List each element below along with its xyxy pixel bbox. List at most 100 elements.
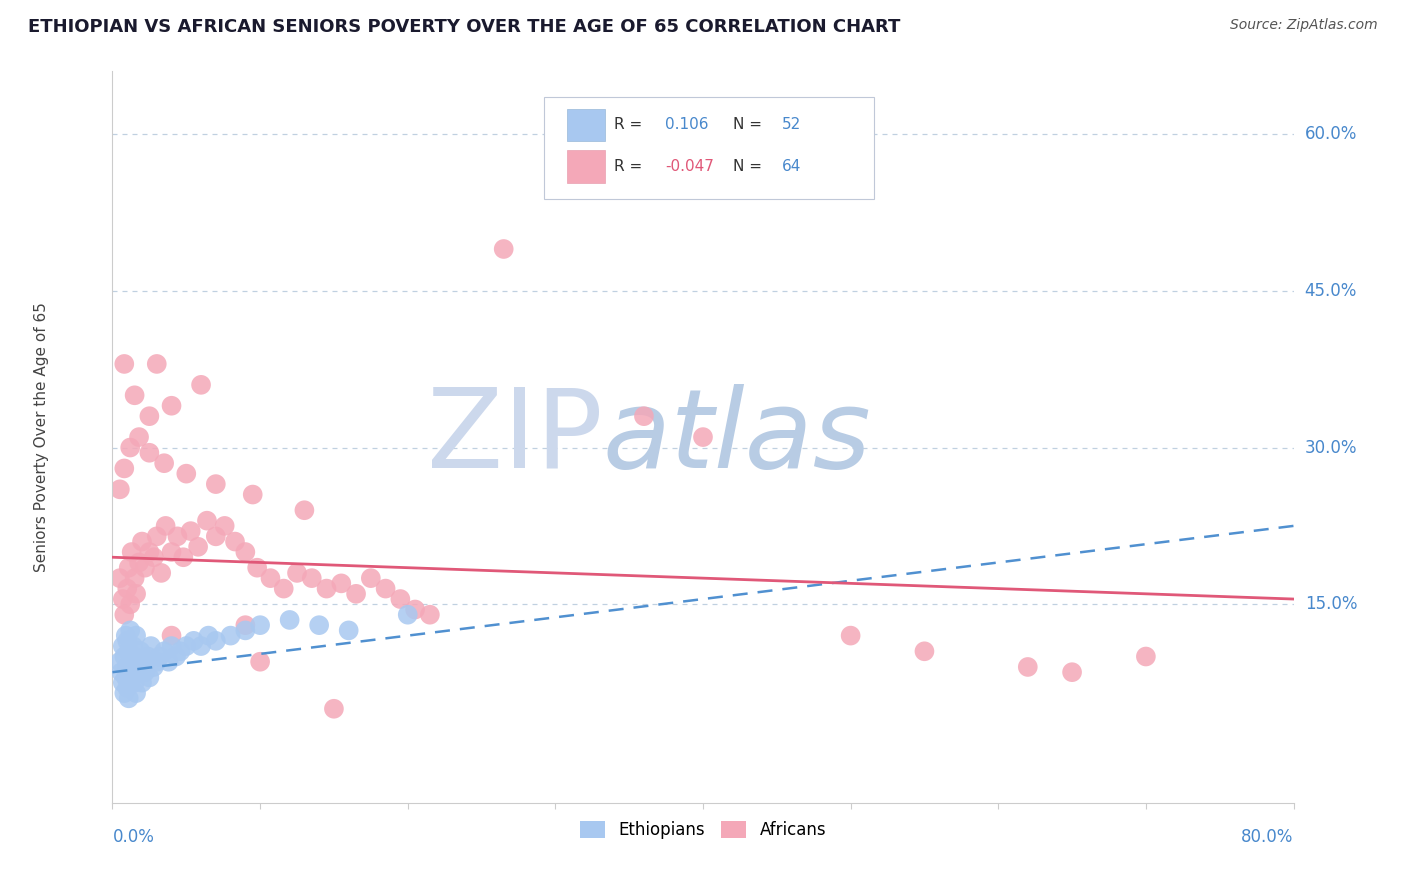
Point	[112, 686, 135, 700]
Point	[233, 545, 256, 559]
Point	[360, 571, 382, 585]
Point	[169, 644, 191, 658]
Point	[118, 691, 141, 706]
Text: ETHIOPIAN VS AFRICAN SENIORS POVERTY OVER THE AGE OF 65 CORRELATION CHART: ETHIOPIAN VS AFRICAN SENIORS POVERTY OVE…	[28, 18, 900, 36]
Point	[128, 556, 150, 570]
Text: N =: N =	[733, 159, 766, 174]
Text: 80.0%: 80.0%	[1241, 828, 1294, 846]
Point	[633, 409, 655, 424]
Point	[160, 639, 183, 653]
Point	[166, 529, 188, 543]
Point	[315, 582, 337, 596]
Point	[124, 675, 146, 690]
Point	[146, 655, 169, 669]
Point	[205, 477, 228, 491]
Point	[233, 624, 256, 638]
Point	[214, 519, 236, 533]
Point	[138, 670, 160, 684]
Point	[124, 649, 146, 664]
Point	[122, 639, 145, 653]
Point	[110, 665, 132, 680]
Point	[125, 587, 148, 601]
Point	[138, 409, 160, 424]
Point	[146, 529, 169, 543]
Point	[242, 487, 264, 501]
Text: R =: R =	[614, 117, 648, 132]
Point	[146, 357, 169, 371]
Point	[153, 456, 176, 470]
Point	[125, 686, 148, 700]
Point	[172, 550, 194, 565]
Point	[134, 560, 156, 574]
Text: 64: 64	[782, 159, 801, 174]
Point	[134, 665, 156, 680]
Point	[249, 618, 271, 632]
Point	[205, 529, 228, 543]
Point	[111, 675, 134, 690]
Text: 30.0%: 30.0%	[1305, 439, 1357, 457]
Point	[108, 655, 131, 669]
Point	[111, 639, 134, 653]
Point	[136, 649, 159, 664]
Point	[157, 655, 180, 669]
Point	[246, 560, 269, 574]
Point	[138, 545, 160, 559]
Text: 0.0%: 0.0%	[112, 828, 155, 846]
Point	[174, 467, 197, 481]
Point	[117, 633, 138, 648]
Point	[131, 534, 153, 549]
Point	[219, 629, 242, 643]
Point	[839, 629, 862, 643]
Point	[389, 592, 412, 607]
Point	[117, 582, 138, 596]
Point	[330, 576, 353, 591]
Text: 15.0%: 15.0%	[1305, 595, 1357, 614]
Point	[111, 592, 134, 607]
Point	[396, 607, 419, 622]
Point	[692, 430, 714, 444]
Point	[278, 613, 301, 627]
Point	[150, 566, 173, 580]
Point	[153, 644, 176, 658]
Point	[108, 571, 131, 585]
Point	[114, 670, 136, 684]
Point	[190, 639, 212, 653]
Point	[195, 514, 218, 528]
Point	[344, 587, 367, 601]
FancyBboxPatch shape	[567, 109, 605, 141]
Point	[124, 571, 146, 585]
Point	[121, 655, 143, 669]
Point	[492, 242, 515, 256]
Point	[308, 618, 330, 632]
Point	[142, 550, 165, 565]
Text: N =: N =	[733, 117, 766, 132]
Point	[374, 582, 396, 596]
Point	[419, 607, 441, 622]
Point	[914, 644, 936, 658]
Text: 52: 52	[782, 117, 801, 132]
Point	[135, 655, 157, 669]
Text: Source: ZipAtlas.com: Source: ZipAtlas.com	[1230, 18, 1378, 32]
Point	[249, 655, 271, 669]
Point	[117, 681, 138, 695]
Point	[142, 660, 165, 674]
Point	[1135, 649, 1157, 664]
Text: R =: R =	[614, 159, 648, 174]
Point	[128, 655, 150, 669]
Point	[131, 675, 153, 690]
Text: 60.0%: 60.0%	[1305, 125, 1357, 143]
Point	[292, 503, 315, 517]
Point	[132, 660, 155, 674]
Point	[129, 644, 152, 658]
Point	[160, 629, 183, 643]
Point	[180, 524, 202, 538]
Point	[125, 629, 148, 643]
Point	[301, 571, 323, 585]
Point	[120, 597, 142, 611]
Point	[149, 649, 172, 664]
Text: ZIP: ZIP	[427, 384, 603, 491]
Point	[273, 582, 295, 596]
Text: Seniors Poverty Over the Age of 65: Seniors Poverty Over the Age of 65	[34, 302, 49, 572]
Point	[128, 430, 150, 444]
FancyBboxPatch shape	[567, 151, 605, 183]
